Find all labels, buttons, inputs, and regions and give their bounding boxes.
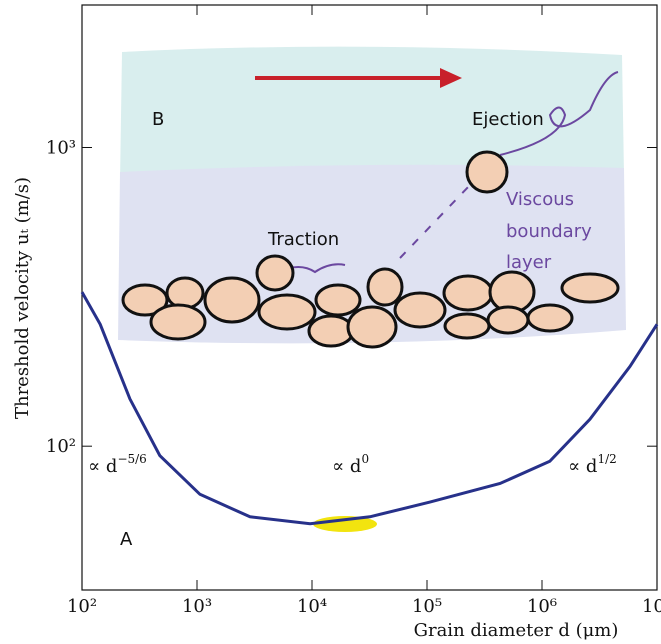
x-tick-label: 10² — [67, 596, 97, 617]
annotation: Traction — [267, 229, 339, 250]
annotation: A — [120, 529, 133, 550]
annotation: boundary — [506, 221, 592, 242]
grain — [165, 276, 205, 310]
scaling-exponent: −5/6 — [117, 452, 146, 466]
scaling-text: ∝ d — [568, 456, 597, 477]
grain — [255, 254, 295, 292]
grain — [366, 267, 404, 307]
annotation: Viscous — [506, 189, 574, 210]
grain — [314, 283, 362, 317]
x-tick-label: 10⁷ — [642, 596, 661, 617]
annotation: B — [152, 109, 164, 130]
grain — [393, 291, 447, 329]
plot-frame — [81, 4, 658, 591]
curve — [80, 291, 659, 526]
scaling-label: ∝ d0 — [332, 452, 369, 477]
grain — [526, 303, 574, 333]
x-tick-label: 10⁴ — [297, 596, 327, 617]
grain — [443, 312, 491, 340]
grain — [257, 293, 317, 331]
grain — [486, 305, 530, 335]
x-tick-label: 10³ — [182, 596, 212, 617]
scaling-text: ∝ d — [332, 456, 361, 477]
grain — [149, 303, 207, 341]
grain — [465, 150, 509, 194]
flow-arrow-head — [440, 68, 462, 88]
x-tick-label: 10⁵ — [412, 596, 442, 617]
annotation: layer — [506, 252, 552, 273]
y-tick-label: 10³ — [46, 138, 76, 159]
scaling-exponent: 0 — [361, 452, 369, 466]
scaling-exponent: 1/2 — [597, 452, 616, 466]
x-tick-label: 10⁶ — [527, 596, 557, 617]
grain — [442, 274, 494, 312]
upper-band — [120, 46, 624, 185]
grain — [203, 276, 261, 324]
illustration — [118, 46, 626, 532]
annotation: Ejection — [472, 109, 544, 130]
scaling-text: ∝ d — [88, 456, 117, 477]
y-tick-label: 10² — [46, 436, 76, 457]
x-axis-label: Grain diameter d (μm) — [414, 620, 619, 641]
highlight — [313, 516, 377, 532]
scaling-label: ∝ d1/2 — [568, 452, 617, 477]
scaling-label: ∝ d−5/6 — [88, 452, 147, 477]
grain — [560, 272, 620, 304]
ejection-loop — [499, 71, 619, 156]
grain — [121, 283, 169, 317]
grain — [307, 314, 355, 348]
grain — [346, 305, 398, 349]
y-axis-label: Threshold velocity uₜ (m/s) — [12, 177, 33, 419]
